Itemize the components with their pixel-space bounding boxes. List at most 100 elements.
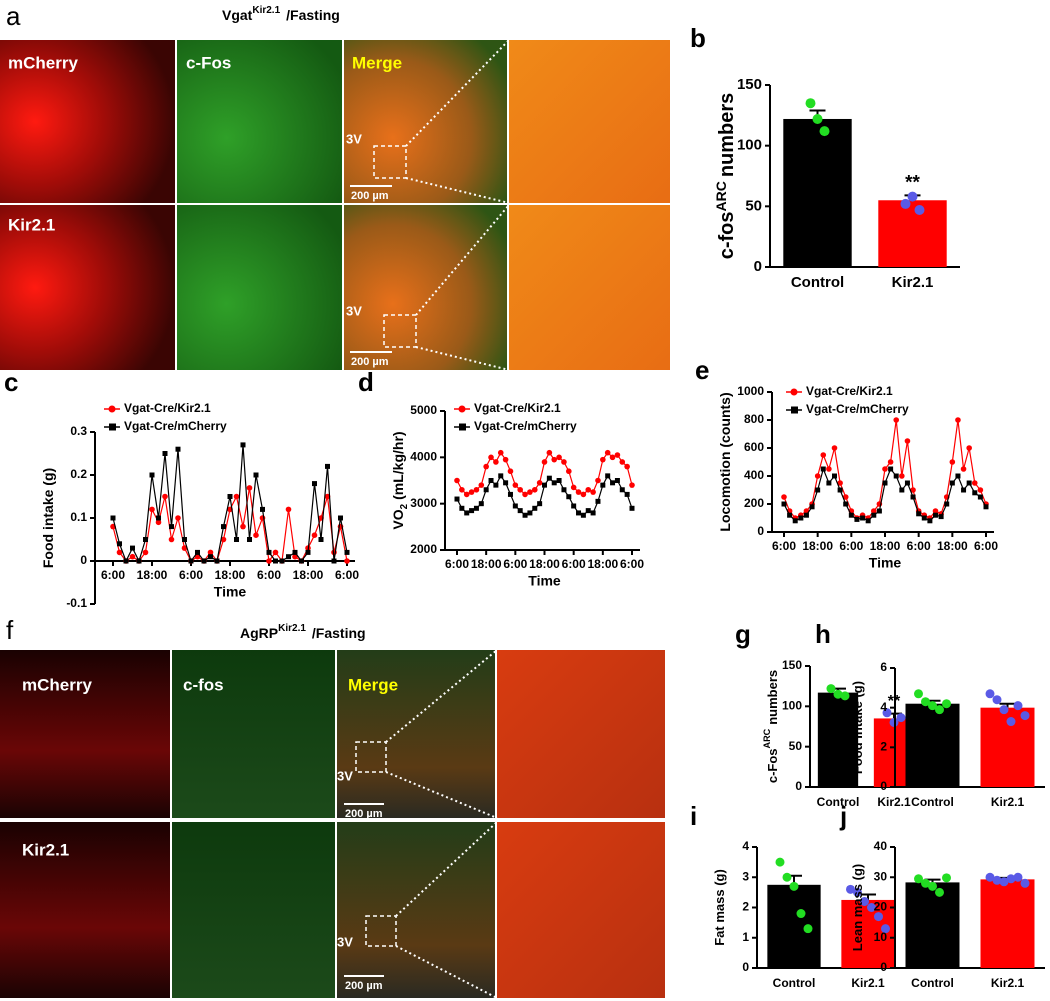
x-tick-label: 6:00: [562, 557, 586, 571]
bar: [817, 692, 859, 787]
data-point: [904, 438, 911, 444]
data-point: [344, 558, 350, 564]
data-point: [507, 491, 513, 497]
data-point: [921, 697, 930, 707]
data-point: [221, 524, 226, 530]
data-point: [207, 549, 214, 556]
data-point: [792, 518, 798, 524]
x-tick-label: 18:00: [802, 539, 833, 553]
data-point: [590, 510, 596, 516]
data-point: [537, 501, 543, 507]
data-point: [966, 480, 972, 486]
data-point: [517, 486, 523, 493]
bar: [878, 200, 947, 267]
x-axis-label: Time: [869, 555, 902, 571]
data-point: [512, 503, 518, 509]
data-point: [483, 463, 489, 470]
legend-marker: [791, 406, 798, 414]
data-point: [853, 887, 862, 897]
data-point: [881, 924, 890, 934]
data-point: [876, 508, 882, 514]
data-point: [149, 472, 155, 478]
data-point: [488, 454, 494, 461]
data-point: [775, 857, 785, 867]
data-point: [1013, 872, 1023, 882]
data-point: [168, 536, 175, 543]
data-point: [787, 512, 793, 518]
data-point: [955, 417, 961, 423]
image: [0, 650, 170, 818]
data-point: [546, 475, 552, 481]
data-point: [220, 536, 227, 543]
data-point: [796, 909, 806, 919]
legend-marker: [108, 405, 116, 413]
x-tick-label: 6:00: [335, 568, 359, 582]
legend-marker: [109, 423, 116, 431]
data-point: [527, 510, 533, 516]
title: Vgat: [222, 7, 253, 23]
bar: [980, 879, 1035, 968]
panel-letter: b: [690, 23, 706, 53]
data-point: [614, 452, 621, 458]
x-tick-label: Kir2.1: [991, 795, 1025, 809]
data-point: [595, 477, 601, 484]
data-point: [921, 515, 927, 521]
data-point: [910, 494, 916, 500]
y-label-suffix: (mL/kg/hr): [390, 431, 406, 499]
y-tick-label: 4: [742, 839, 749, 853]
data-point: [459, 505, 465, 511]
data-point: [1020, 711, 1030, 721]
data-point: [142, 549, 149, 556]
data-point: [556, 454, 562, 461]
data-point: [195, 549, 200, 555]
data-point: [478, 482, 485, 488]
data-point: [227, 494, 233, 499]
title-sup: Kir2.1: [278, 623, 306, 634]
y-label-text: Food intake (g): [40, 468, 56, 568]
data-point: [874, 912, 883, 922]
data-point: [532, 505, 538, 511]
data-point: [927, 518, 933, 524]
data-point: [837, 480, 843, 486]
y-label-suffix: numbers: [716, 93, 738, 177]
data-point: [624, 491, 630, 497]
data-point: [826, 480, 832, 486]
data-point: [116, 549, 123, 556]
image: [0, 822, 170, 998]
data-point: [110, 515, 116, 521]
x-tick-label: 6:00: [839, 539, 863, 553]
y-tick-label: 400: [744, 468, 764, 482]
panel-letter: f: [6, 615, 14, 645]
data-point: [938, 514, 944, 520]
x-tick-label: Kir2.1: [892, 274, 934, 291]
data-point: [610, 480, 616, 486]
data-point: [459, 486, 465, 493]
data-point: [977, 494, 983, 500]
data-point: [893, 473, 899, 479]
data-point: [279, 558, 285, 564]
y-tick-label: 2: [742, 900, 749, 914]
data-point: [473, 486, 480, 493]
data-point: [527, 489, 533, 495]
data-point: [286, 554, 291, 560]
y-tick-label: 0.3: [70, 424, 87, 438]
data-point: [812, 113, 823, 124]
panel-f: f AgRPKir2.1/Fasting mCherry c-fos Merge…: [0, 615, 665, 999]
y-tick-label: 0: [80, 553, 87, 567]
data-point: [1006, 874, 1016, 884]
significance: **: [905, 172, 920, 193]
y-tick-label: 1: [742, 930, 749, 944]
title-sup: Kir2.1: [252, 5, 280, 16]
data-point: [325, 463, 330, 469]
data-point: [921, 878, 930, 888]
y-tick-label: 6: [880, 660, 887, 674]
data-point: [253, 472, 259, 478]
data-point: [888, 466, 894, 472]
data-point: [561, 487, 567, 493]
legend-marker: [790, 388, 798, 396]
data-point: [182, 537, 187, 542]
data-point: [162, 451, 168, 456]
data-point: [188, 558, 194, 564]
legend-label: Vgat-Cre/mCherry: [124, 419, 227, 433]
data-point: [311, 532, 318, 538]
